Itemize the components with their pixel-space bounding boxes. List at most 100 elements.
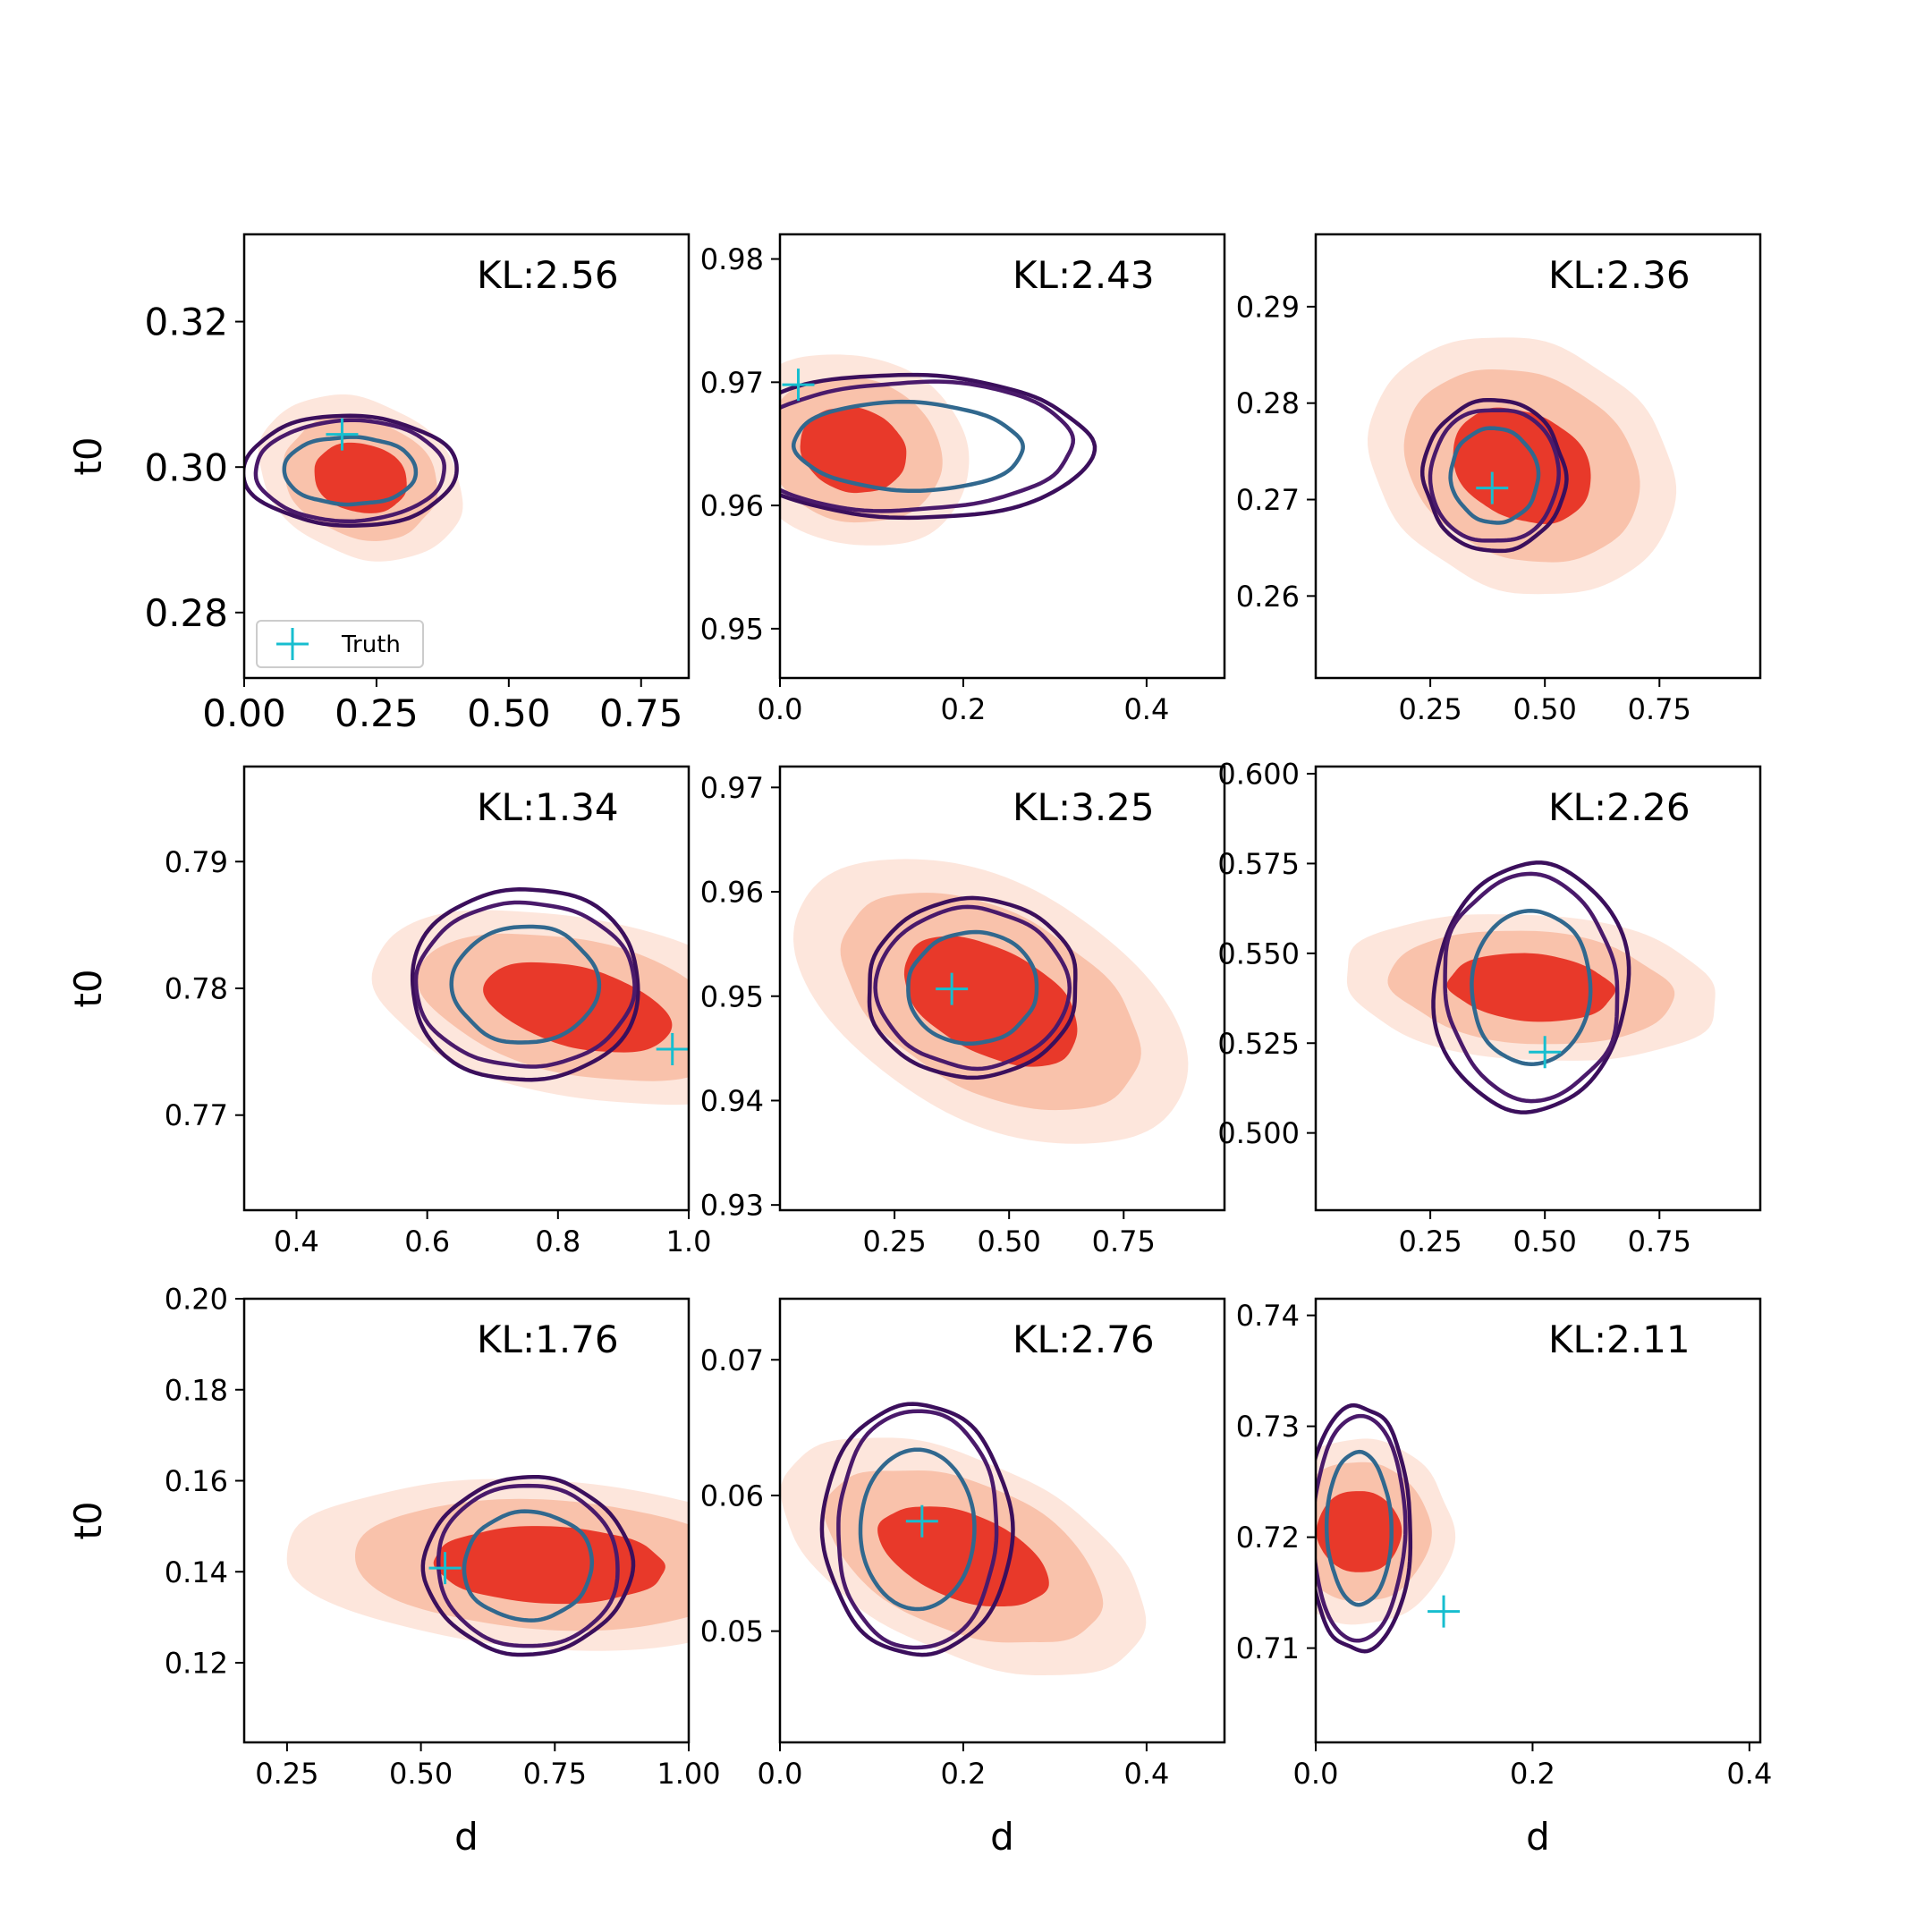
- contour-mid: [1428, 408, 1561, 543]
- contour-mid: [836, 1409, 999, 1650]
- y-tick-label: 0.95: [700, 612, 764, 646]
- x-tick-label: 0.2: [941, 692, 987, 726]
- subplot-4: KL:1.34 0.4 0.6 0.8 1.0 0.77 0.78 0.79 t0: [66, 765, 712, 1258]
- subplot-3: KL:2.36 0.25 0.50 0.75 0.26 0.27 0.28 0.29: [1236, 233, 1762, 726]
- contour-inner: [462, 1509, 595, 1623]
- y-tick-label: 0.16: [165, 1464, 228, 1498]
- y-tick-label: 0.12: [165, 1646, 228, 1680]
- subplot-7: KL:1.76 0.25 0.50 0.75 1.00 0.12 0.14 0.16 0.18 0…: [66, 1283, 721, 1859]
- y-tick-label: 0.72: [1236, 1521, 1300, 1555]
- contour-inner: [282, 435, 419, 507]
- y-axis-label: t0: [66, 436, 110, 475]
- x-tick-label: 0.25: [862, 1224, 926, 1258]
- x-tick-label: 0.8: [535, 1224, 580, 1258]
- axes-frame: [1314, 765, 1762, 1212]
- y-tick-label: 0.06: [700, 1479, 764, 1513]
- y-tick-label: 0.79: [165, 845, 228, 879]
- subplot-9: KL:2.11 0.0 0.2 0.4 0.71 0.72 0.73 0.74 d: [1236, 1297, 1772, 1859]
- y-tick-label: 0.97: [700, 366, 764, 400]
- kl-label: KL:2.26: [1548, 785, 1690, 829]
- x-tick-label: 0.25: [255, 1757, 318, 1791]
- contour-outer: [1316, 1402, 1413, 1654]
- subplot-8: KL:2.76 0.0 0.2 0.4 0.05 0.06 0.07 d: [700, 1297, 1226, 1859]
- contour-outer: [1431, 860, 1631, 1114]
- density-fill-inner: [433, 1526, 665, 1605]
- contour-inner: [1448, 426, 1541, 525]
- x-tick-label: 0.0: [758, 692, 803, 726]
- y-tick-label: 0.32: [144, 301, 228, 344]
- plot-area: [1316, 1402, 1456, 1654]
- y-tick-label: 0.575: [1217, 847, 1300, 881]
- legend-box: [256, 620, 424, 668]
- truth-marker: [1476, 471, 1509, 504]
- y-axis-label: t0: [66, 1501, 110, 1539]
- x-tick-label: 0.0: [1293, 1757, 1339, 1791]
- kl-label: KL:2.11: [1548, 1318, 1690, 1361]
- axes-frame: [1314, 1297, 1762, 1744]
- kl-label: KL:3.25: [1013, 785, 1155, 829]
- x-tick-label: 0.4: [1726, 1757, 1772, 1791]
- contour-inner: [791, 399, 1025, 494]
- axes-frame: [242, 233, 691, 680]
- axes-frame: [778, 765, 1226, 1212]
- y-tick-label: 0.28: [1236, 386, 1300, 420]
- truth-marker: [428, 1552, 462, 1585]
- kl-label: KL:1.34: [477, 785, 619, 829]
- contour-inner: [858, 1447, 977, 1612]
- truth-marker: [782, 369, 815, 402]
- x-tick-label: 0.0: [758, 1757, 803, 1791]
- y-tick-label: 0.30: [144, 445, 228, 489]
- x-tick-label: 0.2: [941, 1757, 987, 1791]
- y-tick-label: 0.525: [1217, 1027, 1300, 1061]
- legend-label: Truth: [341, 631, 401, 658]
- y-tick-label: 0.14: [165, 1555, 228, 1589]
- x-tick-label: 0.75: [523, 1757, 587, 1791]
- truth-marker: [656, 1033, 689, 1066]
- y-tick-label: 0.78: [165, 972, 228, 1006]
- density-fill-inner: [314, 442, 407, 513]
- truth-marker: [1428, 1595, 1461, 1628]
- x-tick-label: 0.25: [335, 691, 419, 735]
- density-fill-inner: [1316, 1491, 1402, 1572]
- x-tick-label: 1.0: [666, 1224, 712, 1258]
- contour-mid: [253, 418, 446, 524]
- axes-frame: [1314, 233, 1762, 680]
- contour-outer: [244, 413, 459, 528]
- y-tick-label: 0.20: [165, 1283, 228, 1317]
- plot-area: [793, 859, 1189, 1144]
- truth-marker: [905, 1504, 938, 1538]
- y-tick-label: 0.98: [700, 242, 764, 276]
- y-tick-label: 0.96: [700, 489, 764, 523]
- plot-area: [286, 1474, 689, 1657]
- x-axis-label: d: [990, 1815, 1014, 1859]
- plot-area: [1346, 860, 1716, 1114]
- x-tick-label: 0.75: [1628, 692, 1691, 726]
- x-tick-label: 0.2: [1510, 1757, 1555, 1791]
- x-tick-label: 0.50: [467, 691, 551, 735]
- y-tick-label: 0.18: [165, 1373, 228, 1407]
- x-tick-label: 0.00: [202, 691, 286, 735]
- y-tick-label: 0.600: [1217, 758, 1300, 792]
- legend-truth-marker: [276, 628, 309, 660]
- subplot-6: KL:2.26 0.25 0.50 0.75 0.500 0.525 0.550 0.575 0…: [1217, 758, 1762, 1258]
- y-tick-label: 0.93: [700, 1189, 764, 1223]
- x-tick-label: 0.75: [1092, 1224, 1156, 1258]
- x-axis-label: d: [1526, 1815, 1550, 1859]
- plot-area: [780, 354, 1097, 546]
- contour-mid: [436, 1483, 620, 1648]
- truth-marker: [936, 972, 969, 1005]
- y-tick-label: 0.500: [1217, 1116, 1300, 1150]
- legend: Truth: [256, 620, 424, 668]
- contour-outer: [1419, 397, 1569, 554]
- y-tick-label: 0.95: [700, 979, 764, 1013]
- contour-outer: [410, 887, 640, 1082]
- contour-mid: [413, 900, 637, 1069]
- y-tick-label: 0.26: [1236, 580, 1300, 614]
- x-tick-label: 0.50: [1513, 692, 1577, 726]
- contour-outer: [420, 1474, 636, 1657]
- y-tick-label: 0.550: [1217, 936, 1300, 970]
- y-tick-label: 0.97: [700, 771, 764, 805]
- x-tick-label: 0.50: [1513, 1224, 1577, 1258]
- y-tick-label: 0.05: [700, 1614, 764, 1648]
